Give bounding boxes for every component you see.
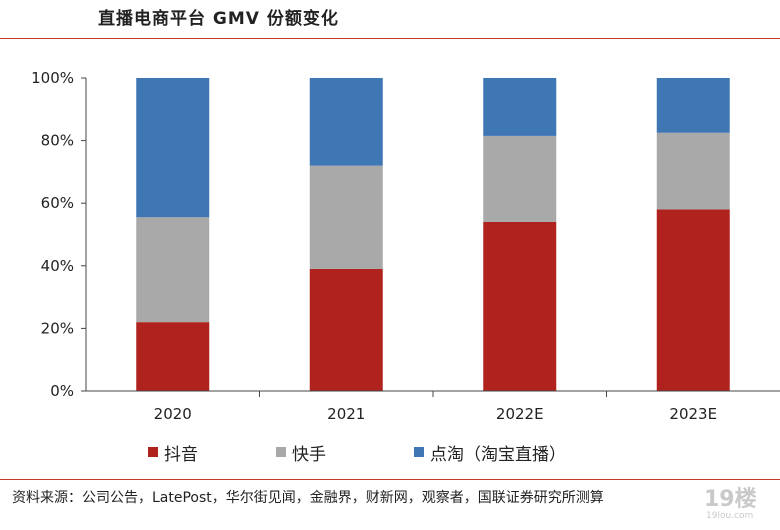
chart-title: 直播电商平台 GMV 份额变化: [98, 9, 339, 29]
y-tick-label: 80%: [41, 132, 74, 150]
x-tick-label: 2021: [327, 405, 365, 423]
bar-segment-kuaishou: [309, 165, 383, 269]
x-tick-label: 2020: [154, 405, 192, 423]
bar-segment-douyin: [656, 209, 730, 391]
bar-segment-douyin: [309, 268, 383, 391]
legend-swatch-douyin: [148, 447, 158, 457]
stacked-bar-chart: 0% 20% 40% 60% 80% 100% 2020 2021 2022E 2023E: [31, 69, 780, 423]
watermark-subtext: 19lou.com: [706, 511, 753, 521]
legend-label-kuaishou: 快手: [292, 444, 326, 465]
legend: 抖音 快手 点淘（淘宝直播）: [148, 440, 566, 465]
x-tick-label: 2022E: [496, 405, 544, 423]
bar-segment-kuaishou: [136, 217, 210, 323]
source-note: 资料来源：公司公告，LatePost，华尔街见闻，金融界，财新网，观察者，国联证…: [12, 490, 604, 506]
bar-segment-douyin: [136, 322, 210, 391]
legend-swatch-kuaishou: [276, 447, 286, 457]
y-tick-label: 40%: [41, 257, 74, 275]
bar-segment-diantao: [656, 78, 730, 133]
title-divider: [0, 38, 780, 39]
bar-segment-diantao: [136, 78, 210, 218]
bars: [136, 78, 730, 391]
bar-segment-diantao: [483, 78, 557, 136]
legend-item-diantao: 点淘（淘宝直播）: [414, 440, 566, 465]
watermark-logo: 19楼 19lou.com: [704, 487, 757, 521]
y-tick-label: 0%: [50, 382, 74, 400]
legend-label-douyin: 抖音: [164, 444, 198, 465]
source-divider: [0, 479, 780, 480]
legend-item-douyin: 抖音: [148, 440, 198, 465]
x-tick-label: 2023E: [669, 405, 717, 423]
bar-segment-kuaishou: [483, 135, 557, 222]
y-tick-label: 20%: [41, 319, 74, 337]
x-axis: 2020 2021 2022E 2023E: [86, 390, 780, 423]
legend-item-kuaishou: 快手: [276, 440, 326, 465]
y-tick-label: 60%: [41, 194, 74, 212]
y-tick-label: 100%: [31, 69, 74, 87]
bar-segment-kuaishou: [656, 132, 730, 210]
legend-swatch-diantao: [414, 447, 424, 457]
watermark-text: 19楼: [704, 487, 757, 512]
bar-segment-diantao: [309, 78, 383, 166]
legend-label-diantao: 点淘（淘宝直播）: [430, 444, 566, 465]
bar-segment-douyin: [483, 221, 557, 391]
y-axis: 0% 20% 40% 60% 80% 100%: [31, 69, 87, 400]
